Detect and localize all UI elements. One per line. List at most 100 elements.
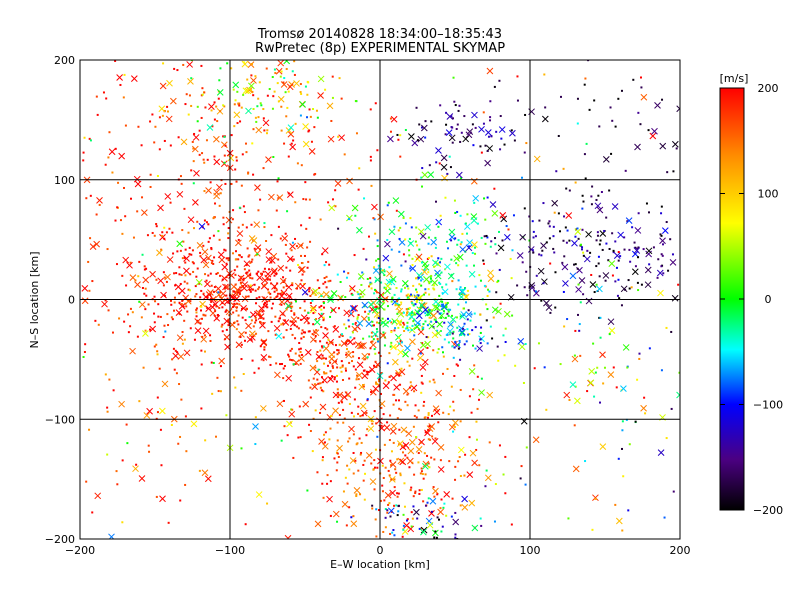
dot-marker xyxy=(292,139,295,142)
dot-marker xyxy=(161,231,164,234)
cross-marker xyxy=(569,272,577,280)
cross-marker xyxy=(284,302,292,310)
dot-marker xyxy=(505,225,508,228)
dot-marker xyxy=(439,507,442,510)
dot-marker xyxy=(437,225,440,228)
cross-marker xyxy=(371,306,379,314)
dot-marker xyxy=(418,489,421,492)
dot-marker xyxy=(345,342,348,345)
dot-marker xyxy=(354,368,357,371)
dot-marker xyxy=(211,392,214,395)
dot-marker xyxy=(454,340,457,343)
dot-marker xyxy=(554,306,557,309)
dot-marker xyxy=(384,516,387,519)
dot-marker xyxy=(376,245,379,248)
dot-marker xyxy=(410,311,413,314)
dot-marker xyxy=(176,351,179,354)
dot-marker xyxy=(405,308,408,311)
dot-marker xyxy=(337,393,340,396)
dot-marker xyxy=(353,398,356,401)
cross-marker xyxy=(321,442,329,450)
dot-marker xyxy=(169,201,172,204)
dot-marker xyxy=(144,308,147,311)
cross-marker xyxy=(418,301,426,309)
dot-marker xyxy=(472,144,475,147)
cross-marker xyxy=(633,247,641,254)
dot-marker xyxy=(346,464,349,467)
dot-marker xyxy=(636,247,639,250)
dot-marker xyxy=(479,331,482,334)
cross-marker xyxy=(430,238,438,246)
dot-marker xyxy=(428,380,431,383)
dot-marker xyxy=(393,329,396,332)
cross-marker xyxy=(517,338,525,345)
dot-marker xyxy=(348,339,351,342)
dot-marker xyxy=(82,151,85,154)
dot-marker xyxy=(339,281,342,284)
dot-marker xyxy=(429,438,432,441)
dot-marker xyxy=(639,123,642,126)
cross-marker xyxy=(304,348,312,356)
dot-marker xyxy=(377,351,380,354)
dot-marker xyxy=(328,438,331,441)
dot-marker xyxy=(173,309,176,312)
cross-marker xyxy=(146,407,153,415)
dot-marker xyxy=(322,345,325,348)
dot-marker xyxy=(661,243,664,246)
dot-marker xyxy=(402,321,405,324)
dot-marker xyxy=(381,269,384,272)
dot-marker xyxy=(290,359,293,362)
dot-marker xyxy=(379,268,382,271)
cross-marker xyxy=(96,197,103,204)
dot-marker xyxy=(363,358,366,361)
cross-marker xyxy=(250,77,257,84)
dot-marker xyxy=(409,217,412,220)
dot-marker xyxy=(227,301,230,304)
cross-marker xyxy=(331,358,338,366)
cross-marker xyxy=(138,301,146,308)
dot-marker xyxy=(294,122,297,125)
dot-marker xyxy=(352,365,355,368)
dot-marker xyxy=(440,257,443,260)
cross-marker xyxy=(402,350,409,358)
dot-marker xyxy=(516,75,519,78)
dot-marker xyxy=(514,364,517,367)
dot-marker xyxy=(299,318,302,321)
dot-marker xyxy=(411,301,414,304)
dot-marker xyxy=(457,239,460,242)
cross-marker xyxy=(350,520,358,528)
dot-marker xyxy=(322,496,325,499)
cross-marker xyxy=(387,135,394,143)
dot-marker xyxy=(322,381,325,384)
dot-marker xyxy=(204,273,207,276)
dot-marker xyxy=(352,351,355,354)
dot-marker xyxy=(181,342,184,345)
dot-marker xyxy=(548,225,551,228)
cross-marker xyxy=(415,253,423,261)
dot-marker xyxy=(380,372,383,375)
dot-marker xyxy=(402,528,405,531)
cross-marker xyxy=(206,124,214,131)
dot-marker xyxy=(440,498,443,501)
dot-marker xyxy=(226,297,229,300)
dot-marker xyxy=(266,129,269,132)
dot-marker xyxy=(388,352,391,355)
dot-marker xyxy=(386,362,389,365)
dot-marker xyxy=(383,301,386,304)
dot-marker xyxy=(183,319,186,322)
dot-marker xyxy=(396,417,399,420)
dot-marker xyxy=(117,181,120,184)
dot-marker xyxy=(294,352,297,355)
dot-marker xyxy=(400,288,403,291)
dot-marker xyxy=(552,247,555,250)
dot-marker xyxy=(219,67,222,70)
cross-marker xyxy=(250,237,258,244)
cross-marker xyxy=(217,251,225,259)
cross-marker xyxy=(228,272,235,279)
cross-marker xyxy=(369,478,377,485)
dot-marker xyxy=(323,306,326,309)
dot-marker xyxy=(252,325,255,328)
dot-marker xyxy=(294,362,297,365)
dot-marker xyxy=(343,323,346,326)
dot-marker xyxy=(405,314,408,317)
